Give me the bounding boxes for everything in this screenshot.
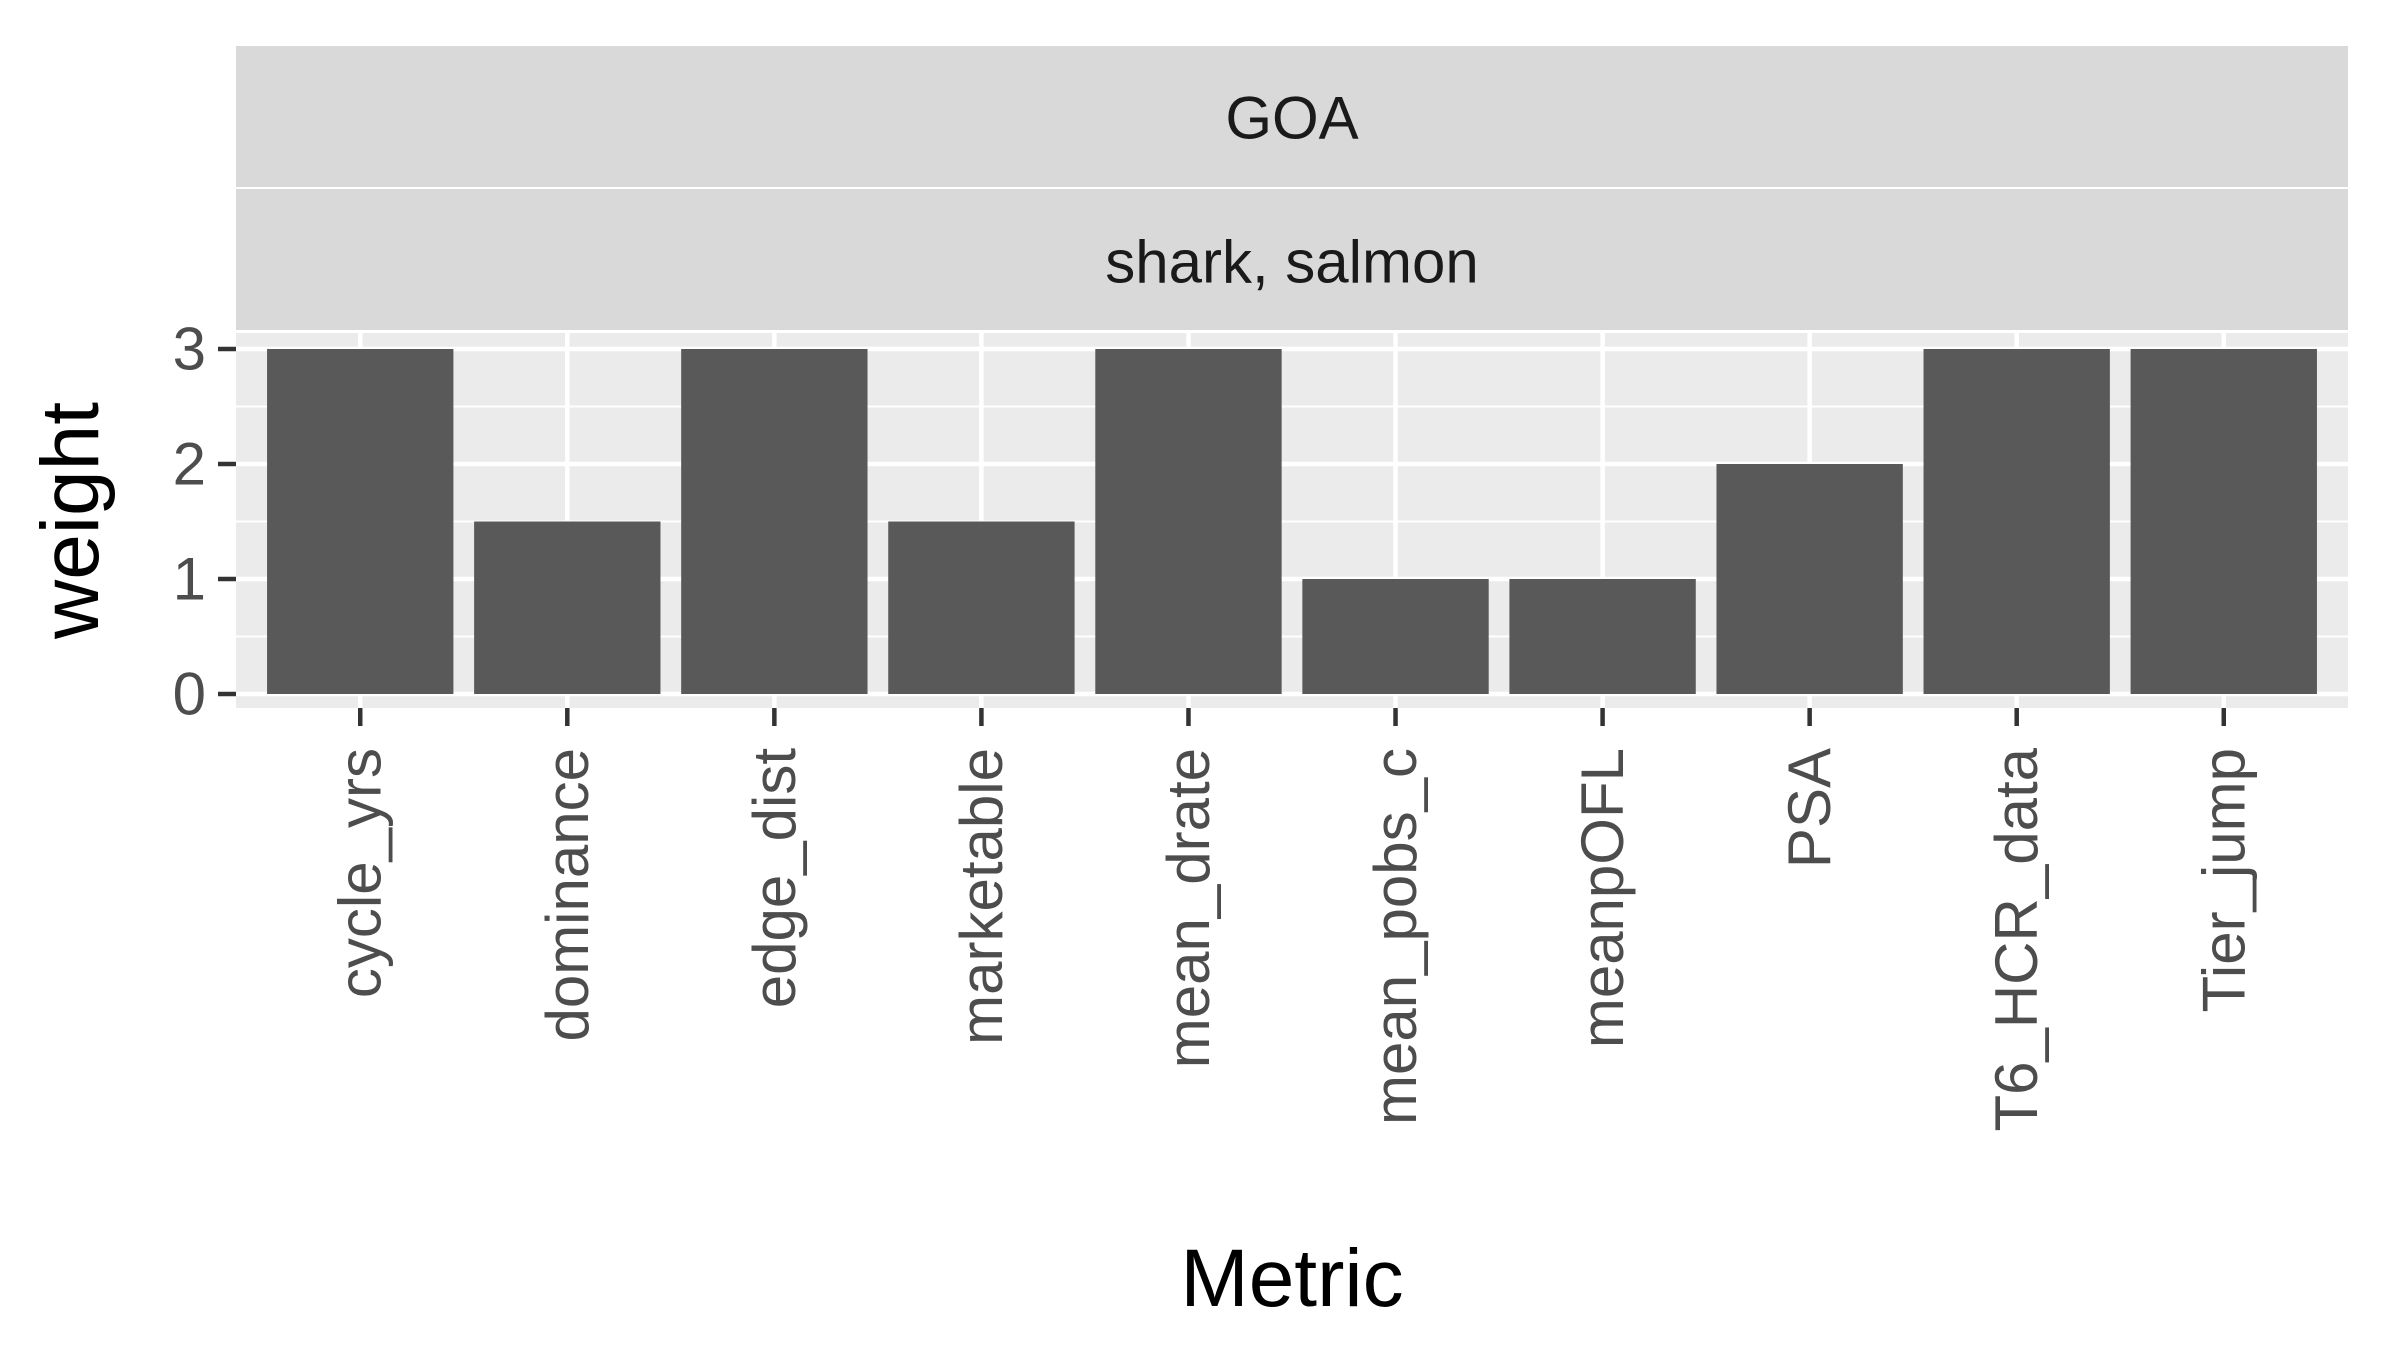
x-axis-title: Metric xyxy=(1180,1233,1403,1324)
x-tick-label: edge_dist xyxy=(741,748,808,1009)
y-tick-label: 2 xyxy=(173,431,206,498)
x-tick-label: dominance xyxy=(534,748,601,1042)
bar-psa xyxy=(1716,464,1903,694)
bar-edge-dist xyxy=(681,349,868,694)
x-tick-label: mean_pobs_c xyxy=(1362,748,1429,1125)
y-axis: 0 1 2 3 xyxy=(173,316,236,728)
bar-mean-pobs-c xyxy=(1302,579,1489,694)
bar-cycle-yrs xyxy=(267,349,454,694)
bar-meanpofl xyxy=(1509,579,1696,694)
y-tick-label: 1 xyxy=(173,546,206,613)
x-tick-label: marketable xyxy=(948,748,1015,1045)
bar-t6-hcr-data xyxy=(1923,349,2110,694)
x-tick-label: T6_HCR_data xyxy=(1983,747,2050,1131)
x-axis: cycle_yrs dominance edge_dist marketable mea… xyxy=(327,708,2257,1132)
bar-marketable xyxy=(888,521,1075,694)
y-tick-label: 3 xyxy=(173,316,206,383)
y-axis-title: weight xyxy=(25,402,116,640)
x-tick-label: mean_drate xyxy=(1155,748,1222,1068)
facet-strip-top-label: GOA xyxy=(1225,85,1358,152)
facet-strips: GOA shark, salmon xyxy=(236,46,2348,330)
bar-tier-jump xyxy=(2130,349,2317,694)
bar-mean-drate xyxy=(1095,349,1282,694)
facet-strip-bottom-background xyxy=(236,189,2348,330)
bar-dominance xyxy=(474,521,661,694)
facet-strip-bottom-label: shark, salmon xyxy=(1105,229,1478,296)
x-tick-label: PSA xyxy=(1776,748,1843,868)
x-tick-label: meanpOFL xyxy=(1569,748,1636,1048)
bars xyxy=(267,349,2317,694)
x-tick-label: Tier_jump xyxy=(2190,748,2257,1013)
facet-strip-top-background xyxy=(236,46,2348,187)
x-tick-label: cycle_yrs xyxy=(327,748,394,998)
y-tick-label: 0 xyxy=(173,661,206,728)
